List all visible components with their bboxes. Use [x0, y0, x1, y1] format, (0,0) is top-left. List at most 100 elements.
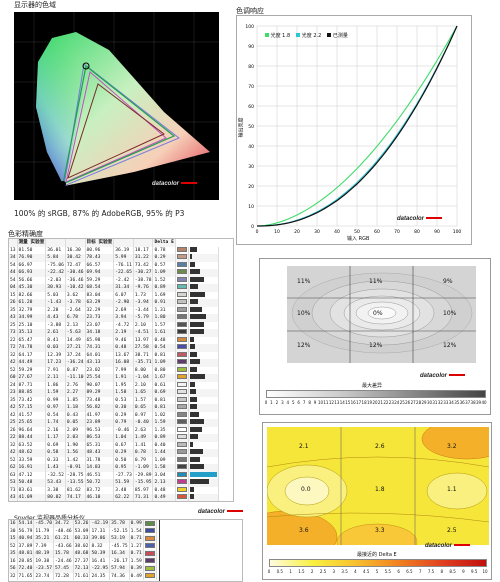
delta-bar — [189, 366, 198, 372]
scale-tick: 9 — [462, 569, 465, 574]
table-cell: -48.46 — [53, 527, 74, 535]
color-swatch — [176, 314, 187, 320]
y-tick-label: 60 — [248, 104, 254, 110]
bar-cell — [188, 464, 220, 472]
table-cell: 31.22 — [133, 254, 154, 262]
table-cell: 2.11 — [45, 374, 66, 382]
table-cell: 0.89 — [152, 284, 176, 292]
table-cell: 1.35 — [152, 426, 176, 434]
uniformity-label: 12% — [369, 342, 383, 349]
table-cell: 0.78 — [152, 246, 176, 254]
table-cell: 52 — [9, 456, 18, 464]
table-cell: 53 — [9, 479, 18, 487]
delta-bar — [189, 494, 195, 500]
delta-bar — [189, 479, 210, 485]
table-cell: 96.64 — [17, 426, 47, 434]
table-cell: 42 — [9, 411, 18, 419]
table-cell: -36.24 — [65, 359, 86, 367]
table-cell: 73.48 — [85, 396, 115, 404]
table-cell: 0.79 — [113, 419, 134, 427]
color-swatch — [176, 284, 187, 290]
deltae-label: 1.1 — [447, 486, 457, 493]
table-cell: 48.68 — [73, 550, 91, 558]
table-cell: 0.81 — [152, 404, 176, 412]
table-cell: 0.67 — [113, 441, 134, 449]
uniformity-label: 10% — [443, 310, 457, 317]
color-swatch — [176, 246, 187, 252]
table-cell: 1.91 — [113, 374, 134, 382]
table-cell: -3.88 — [45, 321, 66, 329]
color-swatch — [144, 558, 155, 564]
table-cell: 48.43 — [85, 449, 115, 457]
bar-cell — [188, 276, 220, 284]
table-row: 30 56.79 11.79 -48.46 53.09 17.31 -52.15 1.54 — [9, 527, 157, 535]
table-cell: 2.16 — [45, 426, 66, 434]
table-cell: -5.63 — [65, 329, 86, 337]
uniformity-contours — [287, 266, 476, 363]
table-cell: 1.57 — [152, 321, 176, 329]
delta-bar — [189, 381, 196, 387]
table-cell: 0.29 — [113, 449, 134, 457]
table-row: 52 33.59 0.33 1.42 31.78 0.50 0.79 1.09 — [9, 456, 220, 464]
table-cell: 26 — [9, 426, 18, 434]
table-cell: 44.49 — [17, 359, 47, 367]
table-cell: 1.95 — [113, 381, 134, 389]
swatch-cell — [143, 527, 157, 535]
table-cell: -2.42 — [113, 276, 134, 284]
scale-tick: 26 — [405, 400, 411, 405]
table-row: 04 45.30 30.93 -10.42 68.54 31.34 -9.76 0.89 — [9, 284, 220, 292]
table-cell: -0.46 — [113, 426, 134, 434]
table-cell: -2.64 — [65, 306, 86, 314]
uniformity-scale — [266, 390, 486, 398]
table-cell: -76.11 — [113, 261, 134, 269]
bar-cell — [188, 359, 220, 367]
scale-tick: 6.5 — [406, 569, 413, 574]
table-cell: 7.39 — [33, 542, 54, 550]
table-cell: 1.42 — [65, 456, 86, 464]
table-cell: 30 — [9, 527, 18, 535]
table-cell: 35 — [9, 306, 18, 314]
deltae-label: 2.6 — [375, 443, 385, 450]
table-cell: -32.52 — [45, 471, 66, 479]
bar-cell — [188, 456, 220, 464]
bar-cell — [188, 396, 220, 404]
table-cell: 3.48 — [113, 486, 134, 494]
table-cell: 69.94 — [85, 269, 115, 277]
table-cell: 81.62 — [65, 486, 86, 494]
table-cell: 0.50 — [113, 456, 134, 464]
table-cell: 0.89 — [152, 434, 176, 442]
table-cell: 0.95 — [113, 464, 134, 472]
table-cell: -9.76 — [133, 284, 154, 292]
swatch-cell — [175, 284, 189, 292]
color-swatch — [176, 486, 187, 492]
scale-tick: 7.5 — [427, 569, 435, 574]
table-cell: 5.99 — [113, 254, 134, 262]
table-row: 13 81.50 36.01 16.30 80.96 36.19 18.17 0.78 — [9, 246, 220, 254]
table-cell: 0.65 — [133, 404, 154, 412]
scale-tick: 33 — [443, 400, 449, 405]
table-cell: 71.65 — [17, 572, 35, 580]
table-cell: 1.09 — [152, 359, 176, 367]
color-swatch — [176, 336, 187, 342]
table-cell: 0.97 — [133, 411, 154, 419]
table-cell: 0.69 — [152, 389, 176, 397]
table-cell: -1.09 — [133, 464, 154, 472]
table-cell: 74.78 — [17, 344, 47, 352]
table-cell: 15 — [9, 535, 18, 543]
delta-bar — [189, 246, 197, 252]
table-row: 44 66.93 -22.42 -30.46 69.94 -22.65 -30.27 1.09 — [9, 269, 220, 277]
scale-tick: 7 — [302, 400, 306, 405]
table-cell: 39.86 — [89, 535, 111, 543]
table-cell: -4.51 — [133, 329, 154, 337]
table-cell: 63.52 — [17, 441, 47, 449]
table-cell: 1.09 — [152, 269, 176, 277]
table-cell: 32.79 — [17, 306, 47, 314]
table-cell: 22 — [9, 434, 18, 442]
table-cell: -5.79 — [133, 314, 154, 322]
table-cell: 16.34 — [109, 550, 130, 558]
swatch-cell — [175, 254, 189, 262]
table-row: 35 73.42 0.99 1.85 73.48 0.53 1.57 0.81 — [9, 396, 220, 404]
scale-tick: 24 — [394, 400, 400, 405]
scale-tick: 3.5 — [341, 569, 348, 574]
deltae-label: 0.0 — [301, 486, 311, 493]
